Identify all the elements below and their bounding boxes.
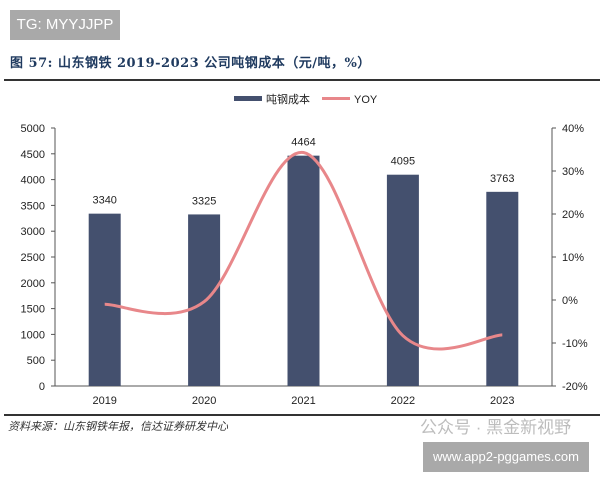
left-tick-label: 3500 bbox=[21, 200, 45, 212]
right-tick-label: -10% bbox=[562, 338, 588, 350]
legend-bar-label: 吨钢成本 bbox=[266, 92, 310, 106]
site-watermark: www.app2-pggames.com bbox=[423, 442, 589, 472]
x-tick-label: 2023 bbox=[490, 395, 514, 407]
left-tick-label: 1500 bbox=[21, 304, 45, 316]
top-rule bbox=[4, 79, 600, 81]
wechat-watermark: 公众号 · 黑金新视野 bbox=[420, 418, 572, 437]
left-tick-label: 500 bbox=[27, 355, 45, 367]
right-tick-label: -20% bbox=[562, 381, 588, 393]
x-tick-label: 2020 bbox=[192, 395, 216, 407]
left-tick-label: 4500 bbox=[21, 149, 45, 161]
bar-data-label: 4095 bbox=[391, 156, 415, 168]
source-note: 资料来源：山东钢铁年报，信达证券研发中心 bbox=[8, 420, 228, 433]
left-tick-label: 2000 bbox=[21, 278, 45, 290]
left-tick-label: 4000 bbox=[21, 175, 45, 187]
yoy-line bbox=[104, 151, 503, 351]
bar-data-label: 3325 bbox=[192, 195, 216, 207]
legend-bar-swatch bbox=[234, 96, 262, 101]
x-tick-label: 2022 bbox=[391, 395, 415, 407]
legend-line-swatch bbox=[322, 97, 350, 100]
right-tick-label: 40% bbox=[562, 123, 584, 135]
left-tick-label: 3000 bbox=[21, 226, 45, 238]
watermark-badge: TG: MYYJJPP bbox=[10, 10, 120, 40]
right-tick-label: 20% bbox=[562, 209, 584, 221]
figure-title: 图 57: 山东钢铁 2019-2023 公司吨钢成本（元/吨，%） bbox=[10, 56, 371, 71]
right-tick-label: 10% bbox=[562, 252, 584, 264]
right-tick-label: 0% bbox=[562, 295, 578, 307]
right-tick-label: 30% bbox=[562, 166, 584, 178]
bar-data-label: 3340 bbox=[92, 195, 116, 207]
bar-2019 bbox=[88, 213, 121, 386]
left-tick-label: 1000 bbox=[21, 329, 45, 341]
bar-data-label: 4464 bbox=[291, 137, 315, 149]
left-tick-label: 2500 bbox=[21, 252, 45, 264]
left-tick-label: 0 bbox=[39, 381, 45, 393]
x-tick-label: 2019 bbox=[92, 395, 116, 407]
x-tick-label: 2021 bbox=[291, 395, 315, 407]
left-tick-label: 5000 bbox=[21, 123, 45, 135]
bar-data-label: 3763 bbox=[490, 173, 514, 185]
legend-line-label: YOY bbox=[354, 94, 378, 106]
bar-2023 bbox=[486, 191, 519, 386]
bar-2022 bbox=[386, 174, 419, 386]
bottom-rule bbox=[4, 414, 600, 416]
bar-2021 bbox=[287, 155, 320, 386]
